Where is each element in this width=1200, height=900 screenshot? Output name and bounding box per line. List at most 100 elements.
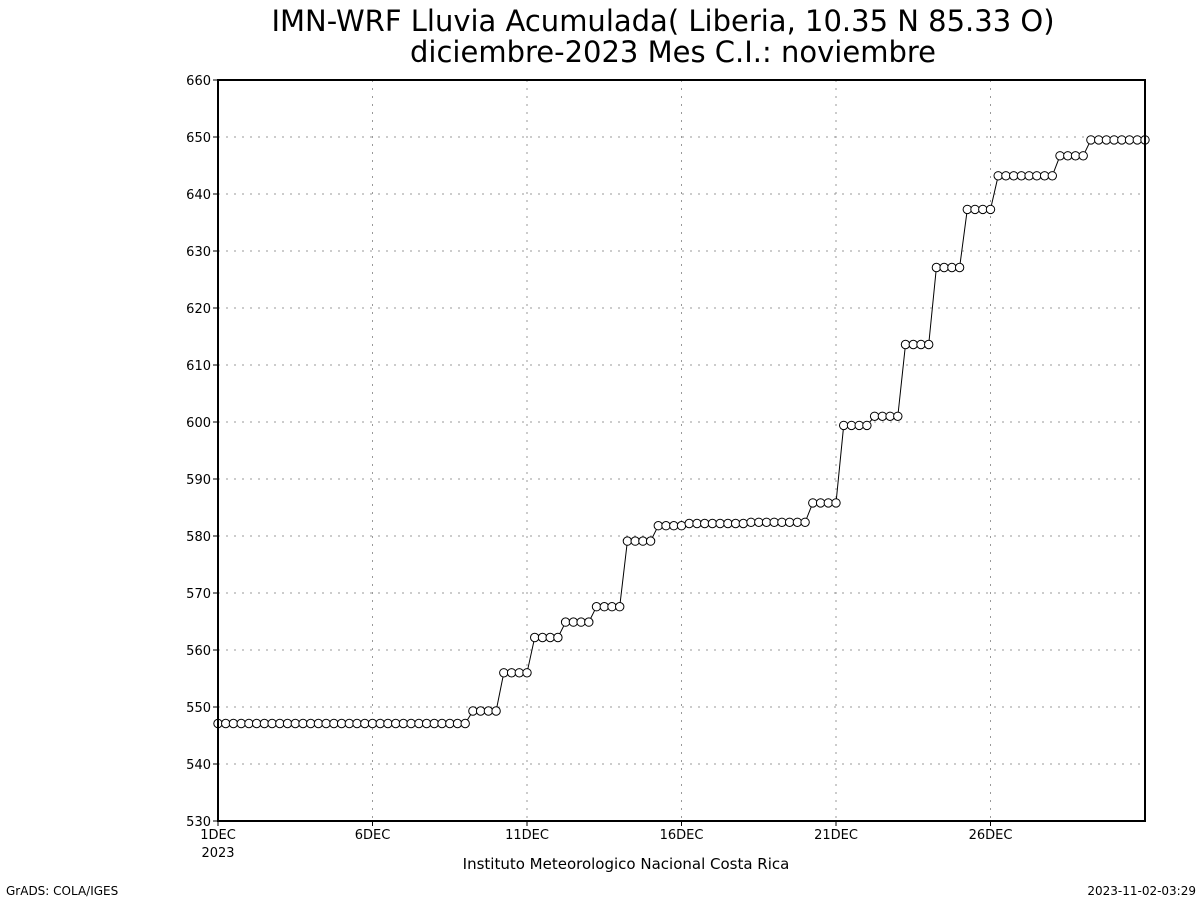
data-point [1070, 151, 1081, 161]
data-point [514, 668, 524, 678]
data-point [730, 518, 741, 529]
data-point [491, 706, 501, 716]
data-point [228, 718, 239, 729]
data-point [792, 517, 803, 527]
data-point [1117, 135, 1127, 145]
data-point [1009, 171, 1019, 181]
data-point [352, 718, 362, 729]
data-point [460, 718, 470, 729]
data-point [1039, 171, 1050, 181]
data-point [615, 602, 625, 612]
data-point [530, 632, 540, 643]
data-point [421, 718, 432, 729]
data-point [298, 718, 308, 729]
data-point [962, 204, 972, 215]
data-point [468, 706, 478, 716]
x-tick-label: 26DEC [969, 828, 1013, 843]
x-tick-sublabel: 2023 [201, 846, 234, 861]
data-point [406, 718, 416, 729]
data-point [537, 632, 548, 643]
data-point [452, 718, 463, 729]
y-tick-label: 660 [186, 74, 211, 89]
data-point [954, 262, 965, 273]
grid-lines [218, 80, 1145, 821]
data-point [638, 536, 648, 546]
data-point [939, 262, 949, 273]
data-point [831, 498, 841, 508]
data-point [607, 602, 617, 612]
data-point [931, 262, 942, 273]
data-point [947, 262, 957, 273]
data-point [591, 602, 602, 612]
data-point [599, 602, 609, 612]
data-point [707, 518, 718, 529]
data-point [684, 518, 694, 529]
data-point [290, 718, 300, 729]
data-point [437, 718, 447, 729]
data-point [336, 718, 347, 729]
data-point [985, 204, 996, 215]
y-axis: 530 540 550 560 570 580 590 600 610 620 630 640 650 6… [186, 74, 218, 830]
data-point [568, 617, 579, 627]
data-point [576, 617, 586, 627]
data-point [499, 668, 509, 678]
data-point [1016, 171, 1027, 181]
data-point [1055, 151, 1065, 161]
data-point [800, 517, 810, 527]
data-point [236, 718, 246, 729]
data-point [1124, 135, 1135, 145]
data-point [414, 718, 424, 729]
x-tick-label: 21DEC [814, 828, 858, 843]
data-point [916, 339, 926, 350]
data-point [391, 718, 401, 729]
data-point [375, 718, 385, 729]
data-point [267, 718, 277, 729]
data-point [560, 617, 571, 627]
data-point [383, 718, 393, 729]
data-point [1094, 135, 1104, 145]
data-point [661, 521, 671, 531]
data-point [808, 498, 818, 508]
data-point [854, 420, 864, 431]
data-point [221, 718, 231, 729]
data-point [777, 517, 787, 527]
chart-subtitle: diciembre-2023 Mes C.I.: noviembre [410, 35, 936, 69]
data-point [676, 521, 687, 531]
data-point [1132, 135, 1143, 145]
plot-frame [217, 79, 1146, 822]
data-point [823, 498, 833, 508]
y-tick-label: 530 [186, 815, 211, 830]
institution-label: Instituto Meteorologico Nacional Costa R… [463, 855, 790, 873]
x-axis: 1DEC 2023 6DEC 11DEC 16DEC 21DEC 26DEC [200, 821, 1012, 861]
series-line [218, 139, 1145, 724]
y-tick-label: 650 [186, 131, 211, 146]
data-point [1001, 171, 1011, 181]
data-point [275, 718, 285, 729]
data-point [754, 517, 764, 527]
data-point [692, 518, 702, 529]
data-point [784, 517, 795, 527]
data-point [769, 517, 779, 527]
data-point [553, 632, 563, 643]
data-point [622, 536, 633, 546]
data-point [669, 521, 679, 531]
data-point [367, 718, 378, 729]
data-point [846, 420, 857, 431]
data-point [869, 411, 880, 421]
data-point [738, 518, 748, 529]
data-point [839, 420, 849, 431]
data-point [398, 718, 409, 729]
data-point [653, 521, 663, 531]
x-tick-label: 1DEC [200, 828, 236, 843]
data-point [1101, 135, 1112, 145]
y-tick-label: 580 [186, 530, 211, 545]
data-point [978, 204, 988, 215]
data-point [645, 536, 656, 546]
data-point [445, 718, 455, 729]
data-point [1047, 171, 1058, 181]
data-point [522, 668, 532, 678]
data-point [700, 518, 710, 529]
y-tick-label: 560 [186, 644, 211, 659]
data-point [259, 718, 270, 729]
